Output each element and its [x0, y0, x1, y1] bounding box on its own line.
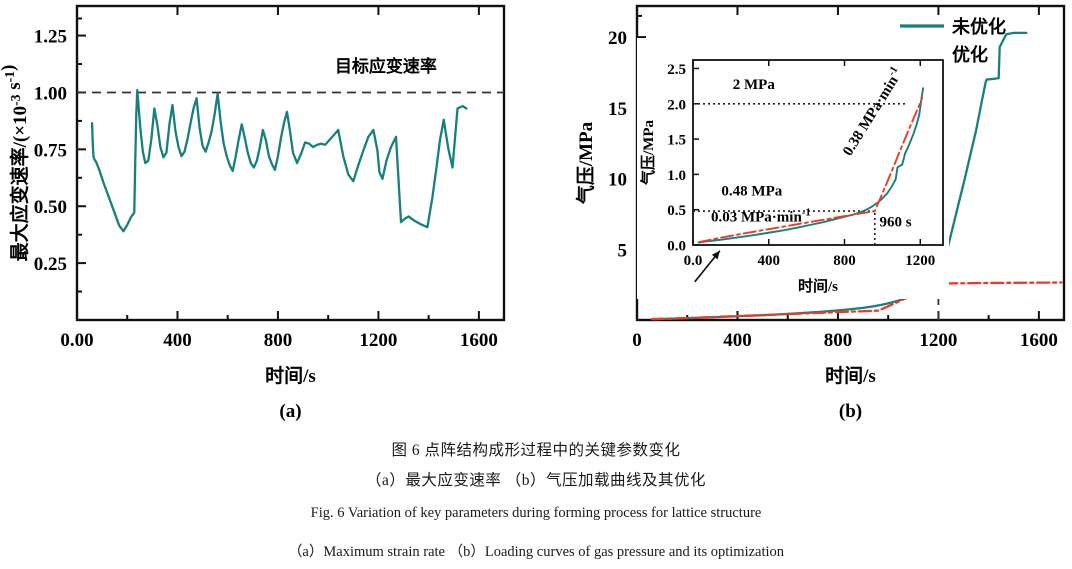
- panel-a-y-axis-label: 最大应变速率/(×10-3 s-1): [0, 65, 31, 262]
- y-tick-label: 2.0: [667, 97, 686, 113]
- y-tick-label: 1.25: [34, 27, 67, 48]
- inset-callout-arrow: [694, 250, 721, 283]
- inset-003-rate-label: 0.03 MPa·min-1: [711, 207, 811, 226]
- x-tick-label: 0: [632, 330, 642, 351]
- x-tick-label: 800: [264, 330, 293, 351]
- x-tick-label: 0.0: [684, 253, 703, 269]
- inset-048mpa-label: 0.48 MPa: [721, 184, 782, 200]
- x-tick-label: 400: [723, 330, 752, 351]
- inset-x-axis-label: 时间/s: [798, 277, 838, 295]
- figure-plots: 0.00 400 800 1200 16000.250.500.751.001.25目标…: [0, 4, 1066, 422]
- y-tick-label: 0.25: [34, 254, 67, 275]
- panel-b-y-axis-label: 气压/MPa: [574, 121, 597, 205]
- panel-b-x-axis-label: 时间/s: [825, 365, 876, 387]
- x-tick-label: 800: [824, 330, 853, 351]
- inset-960s-label: 960 s: [880, 215, 912, 231]
- x-tick-label: 400: [758, 253, 781, 269]
- legend-label: 未优化: [952, 16, 1006, 37]
- plot-frame: [75, 4, 506, 322]
- panel-b-inset: 0.0 400 800 1200 0.0 0.5 1.0 1.5 2.0 2.5 时间/s 气压/MP…: [637, 38, 949, 299]
- x-tick-label: 1600: [460, 330, 498, 351]
- x-tick-label: 1200: [359, 330, 397, 351]
- x-tick-label: 1600: [1020, 330, 1058, 351]
- y-tick-label: 10: [608, 170, 627, 191]
- caption-cn-main: 图 6 点阵结构成形过程中的关键参数变化: [391, 442, 681, 459]
- y-tick-label: 15: [608, 99, 627, 120]
- x-tick-label: 1200: [919, 330, 957, 351]
- caption-en-main: Fig. 6 Variation of key parameters durin…: [310, 505, 762, 521]
- y-tick-label: 0.75: [34, 140, 67, 161]
- target-strain-rate-label: 目标应变速率: [335, 56, 437, 76]
- panel-b-label: (b): [839, 401, 862, 422]
- plot-frame: [692, 59, 944, 246]
- y-tick-label: 20: [608, 28, 627, 49]
- inset-y-axis-label: 气压/MPa: [639, 120, 657, 186]
- panel-a-label: (a): [279, 401, 301, 422]
- y-tick-label: 1.0: [667, 168, 686, 184]
- panel-b: 0 400 800 1200 1600 5 10 15 20 时间/s (b) 气压/MPa 未优化优化…: [574, 4, 1066, 422]
- series-line: [697, 87, 925, 244]
- legend-label: 优化: [952, 44, 988, 65]
- series-line: [697, 97, 924, 244]
- panel-a: 0.00 400 800 1200 1600 0.25 0.50 0.75 1.00 1.25 目标…: [0, 4, 506, 422]
- panel-a-x-axis-label: 时间/s: [265, 365, 316, 387]
- x-tick-label: 1200: [905, 253, 935, 269]
- x-tick-label: 0.00: [60, 330, 93, 351]
- caption-en-sub: （a）Maximum strain rate （b）Loading curves…: [287, 544, 785, 560]
- x-tick-label: 800: [833, 253, 856, 269]
- x-tick-label: 400: [163, 330, 192, 351]
- y-tick-label: 0.5: [667, 203, 686, 219]
- y-tick-label: 0.50: [34, 197, 67, 218]
- inset-2mpa-label: 2 MPa: [733, 77, 776, 93]
- caption-cn-sub: （a）最大应变速率 （b）气压加载曲线及其优化: [365, 472, 706, 489]
- y-tick-label: 0.0: [667, 239, 686, 255]
- y-tick-label: 2.5: [667, 62, 686, 78]
- series-line: [90, 89, 468, 233]
- y-tick-label: 1.5: [667, 133, 686, 149]
- y-tick-label: 5: [618, 240, 628, 261]
- y-tick-label: 1.00: [34, 83, 67, 104]
